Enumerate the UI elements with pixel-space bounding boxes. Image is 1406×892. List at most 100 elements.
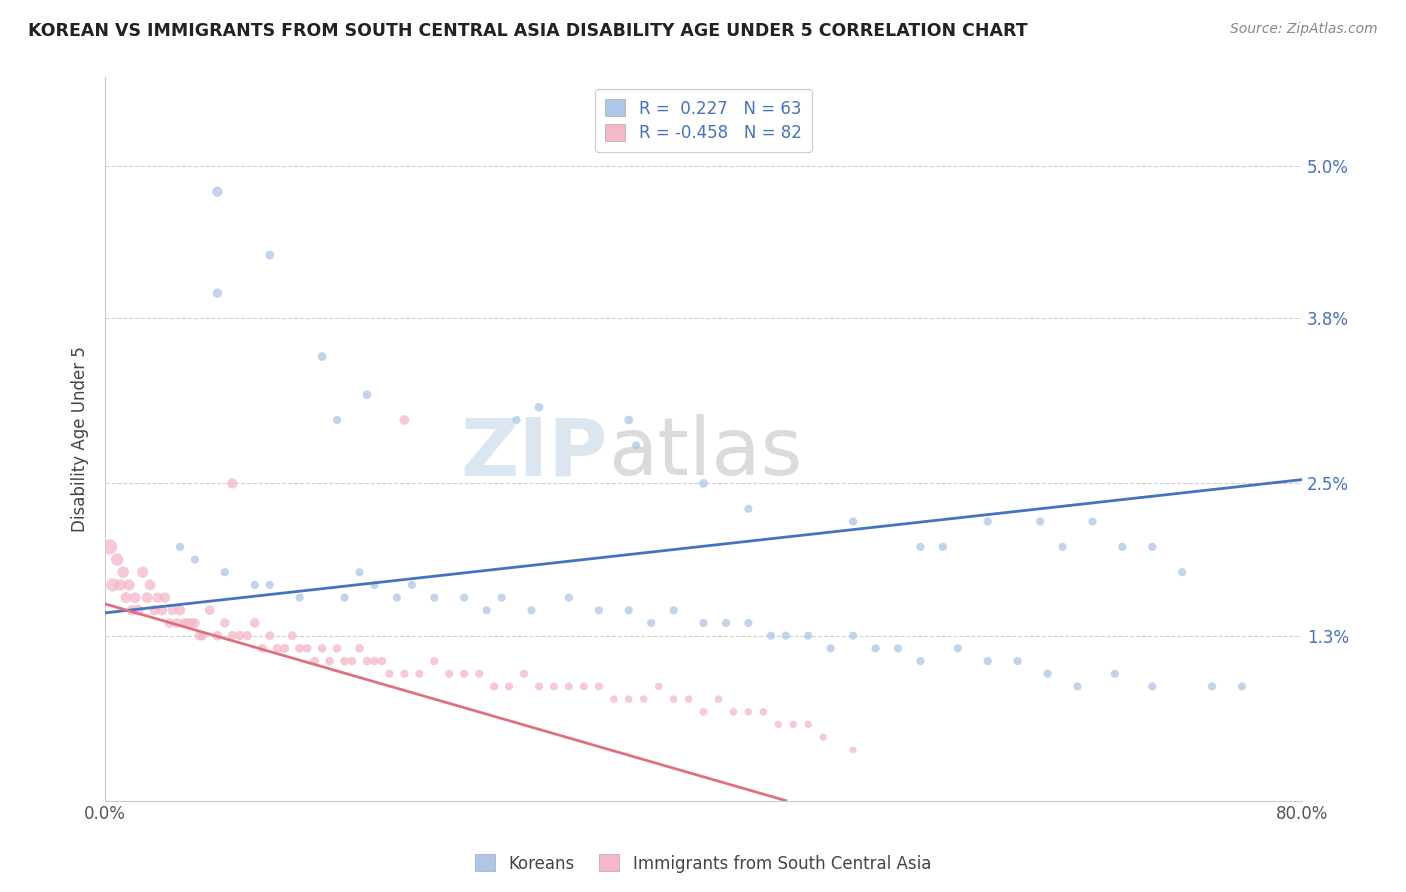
Point	[543, 680, 565, 694]
Point	[737, 501, 759, 516]
Point	[811, 730, 834, 744]
Point	[288, 591, 311, 605]
Point	[617, 692, 640, 706]
Point	[572, 680, 595, 694]
Point	[349, 641, 371, 656]
Point	[737, 705, 759, 719]
Point	[505, 413, 527, 427]
Point	[468, 666, 491, 681]
Point	[394, 413, 416, 427]
Point	[159, 615, 181, 630]
Point	[558, 591, 581, 605]
Point	[105, 552, 128, 566]
Point	[558, 680, 581, 694]
Text: ZIP: ZIP	[461, 415, 607, 492]
Point	[768, 717, 790, 731]
Point	[603, 692, 626, 706]
Point	[1142, 540, 1164, 554]
Point	[243, 615, 266, 630]
Point	[782, 717, 804, 731]
Point	[118, 578, 141, 592]
Point	[115, 591, 138, 605]
Point	[692, 476, 714, 491]
Point	[887, 641, 910, 656]
Point	[714, 615, 737, 630]
Point	[371, 654, 394, 668]
Point	[214, 615, 236, 630]
Point	[139, 578, 162, 592]
Point	[259, 578, 281, 592]
Point	[169, 603, 191, 617]
Point	[797, 717, 820, 731]
Point	[498, 680, 520, 694]
Point	[311, 641, 333, 656]
Point	[633, 692, 655, 706]
Point	[401, 578, 423, 592]
Point	[1142, 680, 1164, 694]
Point	[662, 692, 685, 706]
Point	[737, 615, 759, 630]
Point	[281, 629, 304, 643]
Point	[439, 666, 461, 681]
Point	[173, 615, 195, 630]
Point	[143, 603, 166, 617]
Point	[207, 286, 229, 301]
Point	[333, 591, 356, 605]
Point	[166, 615, 188, 630]
Point	[356, 387, 378, 401]
Point	[1029, 515, 1052, 529]
Point	[252, 641, 274, 656]
Point	[153, 591, 176, 605]
Point	[181, 615, 204, 630]
Point	[977, 654, 1000, 668]
Point	[136, 591, 159, 605]
Point	[1052, 540, 1074, 554]
Point	[340, 654, 363, 668]
Point	[363, 654, 385, 668]
Point	[527, 680, 550, 694]
Y-axis label: Disability Age Under 5: Disability Age Under 5	[72, 346, 89, 532]
Point	[1081, 515, 1104, 529]
Point	[326, 413, 349, 427]
Point	[932, 540, 955, 554]
Point	[333, 654, 356, 668]
Point	[124, 591, 146, 605]
Point	[865, 641, 887, 656]
Point	[188, 629, 211, 643]
Point	[423, 654, 446, 668]
Point	[1104, 666, 1126, 681]
Point	[356, 654, 378, 668]
Point	[236, 629, 259, 643]
Point	[229, 629, 252, 643]
Point	[692, 615, 714, 630]
Point	[108, 578, 131, 592]
Point	[1201, 680, 1223, 694]
Point	[349, 566, 371, 580]
Point	[198, 603, 221, 617]
Point	[692, 705, 714, 719]
Point	[647, 680, 669, 694]
Point	[266, 641, 288, 656]
Point	[311, 350, 333, 364]
Point	[259, 248, 281, 262]
Point	[326, 641, 349, 656]
Point	[394, 666, 416, 681]
Point	[98, 540, 121, 554]
Point	[624, 438, 647, 452]
Point	[385, 591, 408, 605]
Point	[588, 680, 610, 694]
Point	[775, 629, 797, 643]
Point	[910, 654, 932, 668]
Point	[112, 566, 135, 580]
Point	[378, 666, 401, 681]
Point	[842, 629, 865, 643]
Point	[752, 705, 775, 719]
Point	[243, 578, 266, 592]
Point	[491, 591, 513, 605]
Point	[221, 476, 243, 491]
Point	[288, 641, 311, 656]
Point	[176, 615, 198, 630]
Point	[221, 629, 243, 643]
Point	[842, 743, 865, 757]
Point	[162, 603, 184, 617]
